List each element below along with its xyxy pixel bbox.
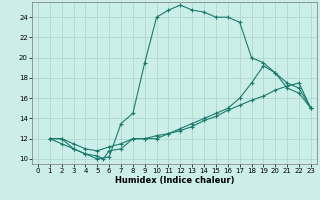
X-axis label: Humidex (Indice chaleur): Humidex (Indice chaleur) — [115, 176, 234, 185]
